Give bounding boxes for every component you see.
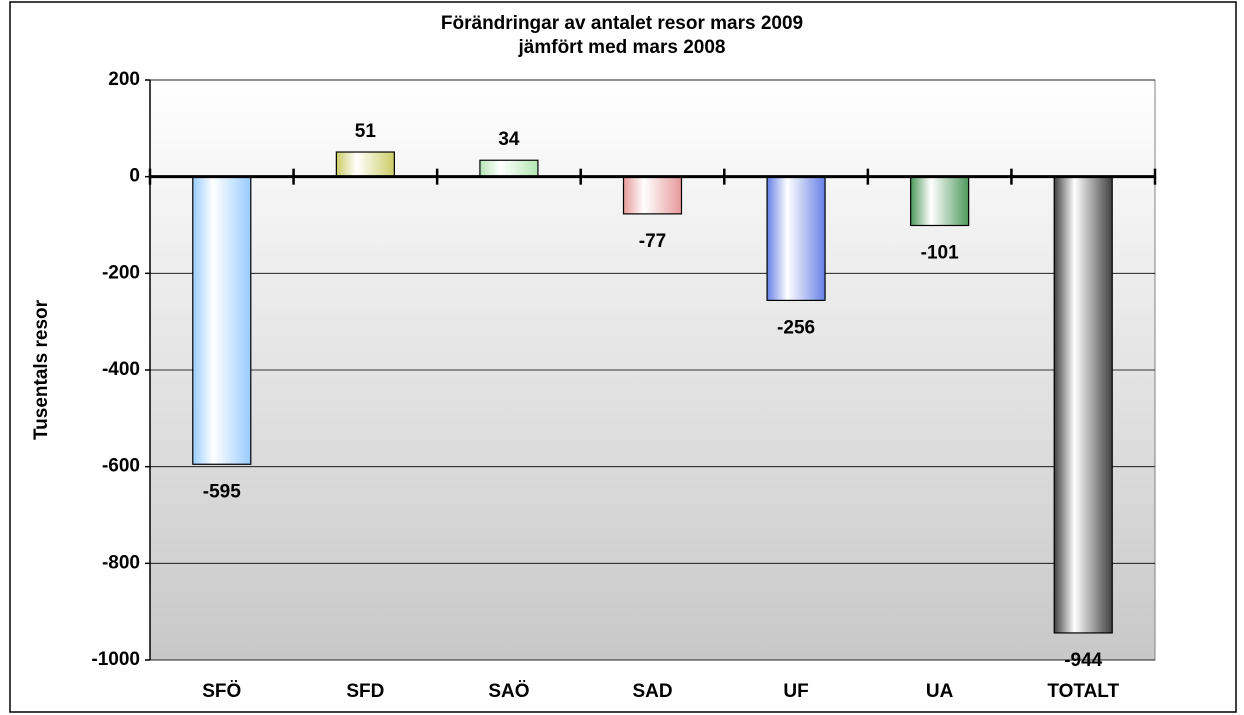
y-axis-label: Tusentals resor: [31, 299, 52, 440]
bar: [622, 176, 683, 215]
y-tick-label: -800: [102, 552, 140, 573]
bar: [1053, 176, 1113, 634]
y-tick-label: -200: [102, 262, 140, 283]
x-tick-label: TOTALT: [1047, 681, 1119, 702]
x-tick-label: UF: [783, 681, 808, 702]
y-tick-label: 0: [129, 166, 140, 187]
x-tick-label: SFÖ: [202, 681, 241, 702]
bar: [479, 159, 539, 178]
data-label: -101: [921, 242, 959, 263]
data-label: 34: [498, 129, 520, 150]
bar: [192, 176, 252, 465]
x-tick-label: UA: [926, 681, 954, 702]
x-tick-label: SAÖ: [488, 681, 529, 702]
y-tick-label: 200: [108, 69, 140, 90]
data-label: -77: [639, 231, 666, 252]
chart-title: Förändringar av antalet resor mars 2009: [441, 13, 803, 34]
data-label: -256: [777, 317, 815, 338]
bar: [766, 176, 826, 302]
y-tick-label: -400: [102, 359, 140, 380]
chart-title: jämfört med mars 2008: [518, 37, 726, 58]
y-tick-label: -1000: [91, 649, 140, 670]
data-label: -595: [203, 481, 241, 502]
x-tick-label: SAD: [632, 681, 672, 702]
x-tick-label: SFD: [346, 681, 384, 702]
bar: [910, 176, 970, 227]
y-tick-label: -600: [102, 456, 140, 477]
data-label: 51: [355, 121, 377, 142]
bar: [335, 151, 395, 178]
data-label: -944: [1064, 650, 1102, 671]
